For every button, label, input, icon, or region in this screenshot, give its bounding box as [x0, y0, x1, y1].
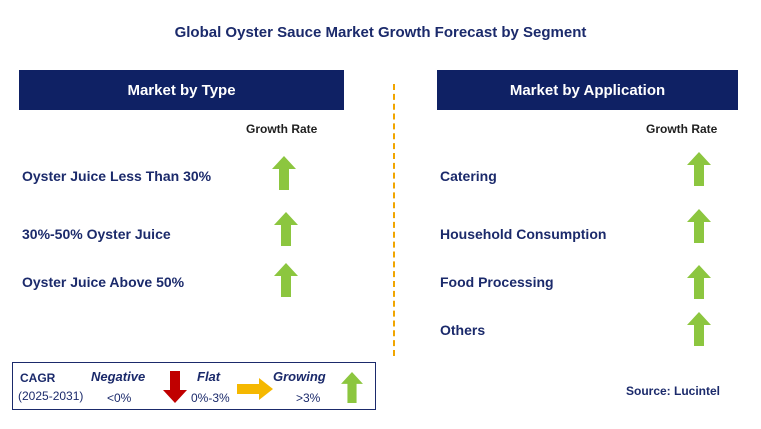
type-item-30-50: 30%-50% Oyster Juice — [22, 226, 171, 242]
growing-arrow-icon — [274, 263, 298, 297]
source-label: Source: Lucintel — [626, 384, 721, 398]
type-item-above-50: Oyster Juice Above 50% — [22, 274, 185, 290]
growing-arrow-icon — [274, 212, 298, 246]
legend-growing-range: >3% — [296, 391, 321, 405]
legend-growing-label: Growing — [273, 369, 326, 384]
legend-flat-range: 0%-3% — [191, 391, 230, 405]
growing-arrow-icon — [687, 312, 711, 346]
market-by-type-header-label: Market by Type — [127, 81, 236, 99]
chart-title: Global Oyster Sauce Market Growth Foreca… — [174, 24, 587, 41]
type-item-less-than-30: Oyster Juice Less Than 30% — [22, 168, 212, 184]
growing-arrow-icon — [687, 152, 711, 186]
application-item-household: Household Consumption — [440, 226, 607, 242]
legend-negative-label: Negative — [91, 369, 146, 384]
panel-divider — [393, 84, 395, 356]
flat-arrow-icon — [237, 378, 273, 400]
negative-arrow-icon — [163, 371, 187, 403]
cagr-legend: CAGR (2025-2031) Negative <0% Flat 0%-3%… — [12, 362, 376, 410]
legend-cagr-label: CAGR — [20, 371, 56, 385]
market-by-type-header: Market by Type — [19, 70, 344, 110]
market-by-application-header-label: Market by Application — [509, 81, 666, 99]
market-by-application-header: Market by Application — [437, 70, 738, 110]
type-growth-rate-label: Growth Rate — [246, 122, 318, 136]
growing-arrow-icon — [272, 156, 296, 190]
application-item-catering: Catering — [440, 168, 497, 184]
legend-negative-range: <0% — [107, 391, 132, 405]
legend-flat-label: Flat — [197, 369, 221, 384]
growing-arrow-icon — [687, 209, 711, 243]
application-item-others: Others — [440, 322, 486, 338]
legend-period: (2025-2031) — [18, 389, 84, 403]
application-growth-rate-label: Growth Rate — [646, 122, 718, 136]
application-item-food-processing: Food Processing — [440, 274, 554, 290]
growing-arrow-icon — [687, 265, 711, 299]
growing-arrow-icon — [341, 372, 363, 403]
